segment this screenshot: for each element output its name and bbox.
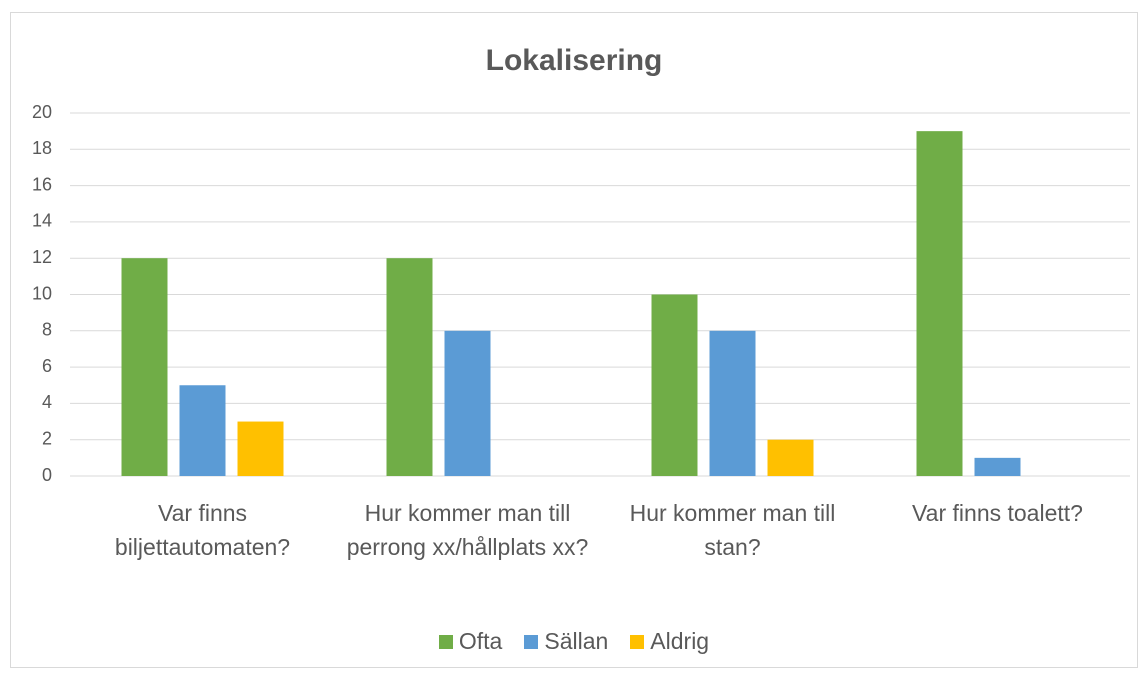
bar (444, 330, 491, 476)
y-tick-label: 16 (32, 174, 52, 194)
legend-item: Ofta (438, 628, 503, 655)
y-tick-label: 6 (42, 356, 52, 376)
bar (651, 294, 698, 476)
y-tick-label: 18 (32, 138, 52, 158)
legend-label: Sällan (544, 628, 609, 654)
bar (916, 131, 963, 476)
legend: Ofta Sällan Aldrig (0, 628, 1148, 655)
legend-item: Aldrig (630, 628, 709, 655)
y-tick-label: 8 (42, 320, 52, 340)
chart-frame (10, 12, 1138, 668)
legend-swatch (524, 634, 539, 649)
y-tick-label: 10 (32, 283, 52, 303)
y-tick-label: 4 (42, 392, 52, 412)
legend-label: Ofta (458, 628, 503, 654)
bar (121, 258, 168, 476)
legend-label: Aldrig (650, 628, 710, 654)
x-tick-label: Hur kommer man till perrong xx/hållplats… (346, 500, 589, 560)
legend-swatch (630, 634, 645, 649)
y-tick-label: 2 (42, 428, 52, 448)
bar (386, 258, 433, 476)
y-tick-label: 20 (32, 102, 52, 122)
legend-item: Sällan (524, 628, 608, 655)
y-tick-label: 14 (32, 211, 52, 231)
x-tick-label: Var finns biljettautomaten? (114, 500, 291, 560)
bar (237, 421, 284, 476)
x-tick-label: Var finns toalett? (912, 500, 1083, 526)
chart-title: Lokalisering (486, 44, 663, 77)
x-tick-label: Hur kommer man till stan? (629, 500, 836, 560)
bar (179, 385, 226, 476)
bar (974, 457, 1021, 476)
bar (767, 439, 814, 476)
bar (709, 330, 756, 476)
legend-swatch (438, 634, 453, 649)
y-tick-label: 0 (42, 465, 52, 485)
y-tick-label: 12 (32, 247, 52, 267)
